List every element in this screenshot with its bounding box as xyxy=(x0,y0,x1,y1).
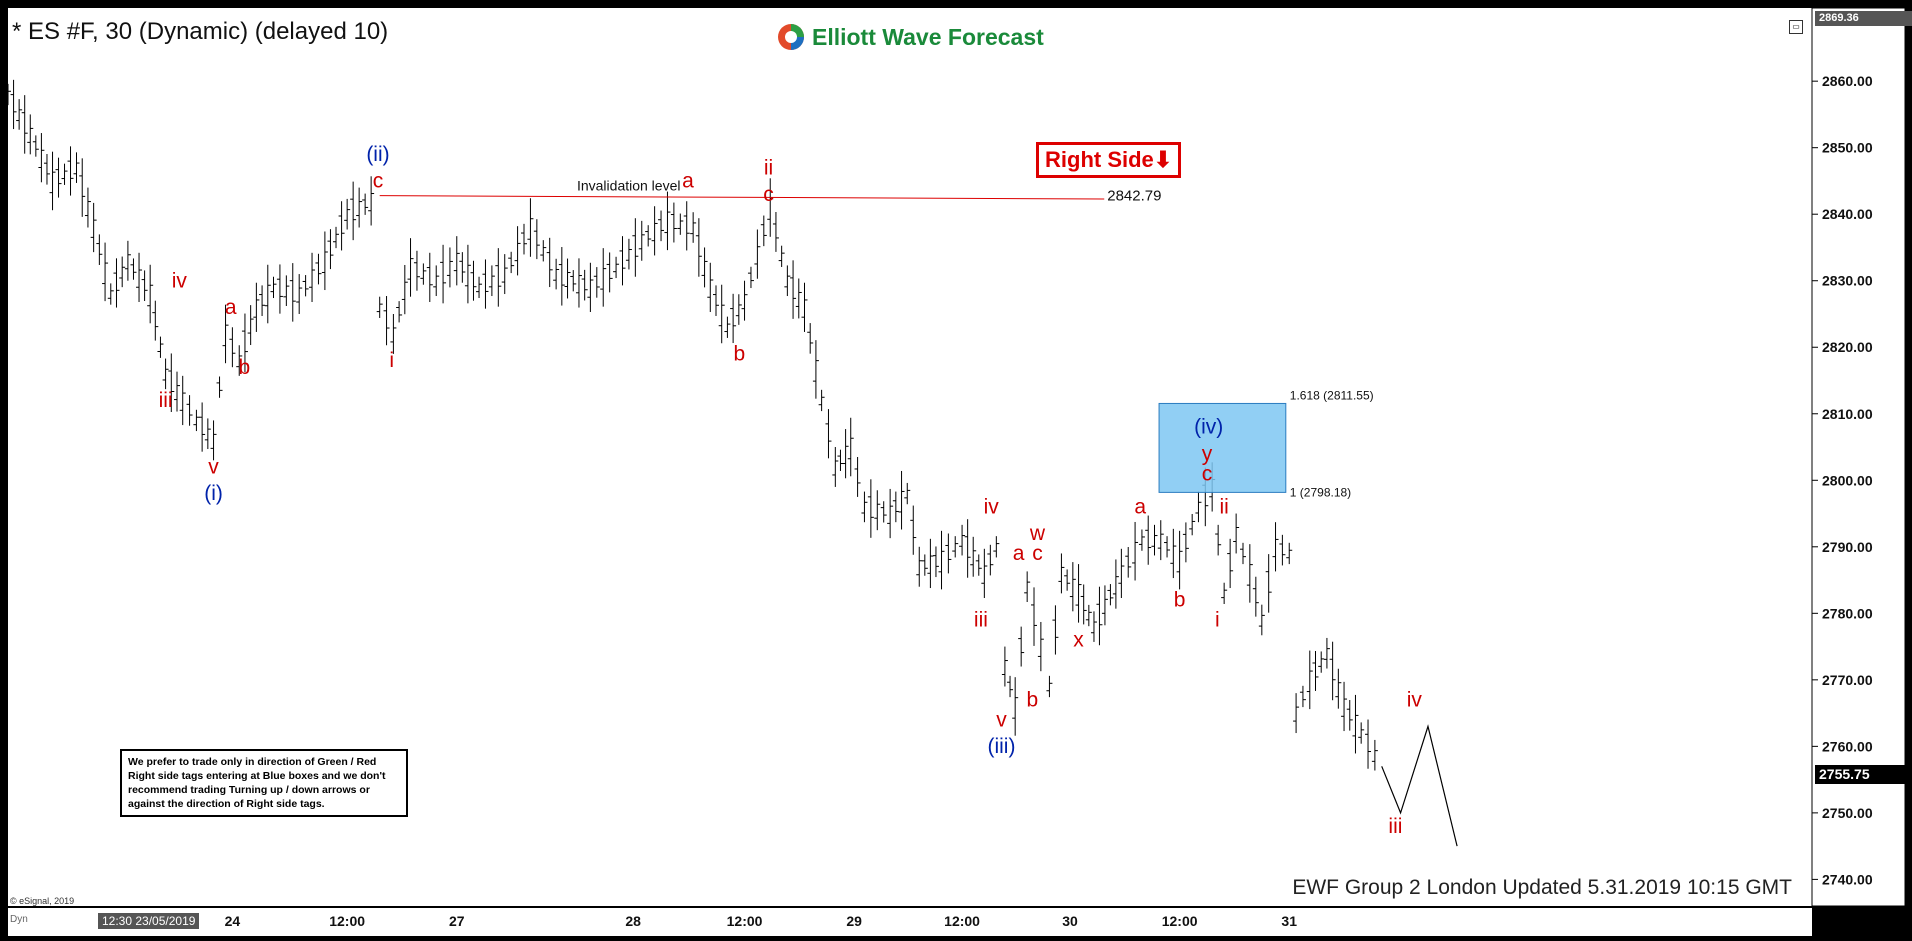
x-axis-bar xyxy=(8,908,1812,936)
wave-label: ii xyxy=(1219,496,1228,519)
y-axis-area xyxy=(1811,7,1906,907)
wave-label: a xyxy=(682,170,694,193)
wave-label: x xyxy=(1073,629,1084,652)
wave-label: (i) xyxy=(204,482,223,505)
y-tick-label: 2740.00 xyxy=(1822,871,1873,887)
fib-low-label: 1 (2798.18) xyxy=(1290,485,1351,499)
wave-label: b xyxy=(1174,589,1186,612)
logo-text: Elliott Wave Forecast xyxy=(812,23,1044,50)
wave-label: c xyxy=(763,183,774,206)
x-tick-label: 30 xyxy=(1062,913,1078,929)
x-tick-label: 12:00 xyxy=(944,913,980,929)
chart-title: * ES #F, 30 (Dynamic) (delayed 10) xyxy=(12,18,389,45)
right-side-tag: Right Side⬇ xyxy=(1036,142,1182,178)
updated-label: EWF Group 2 London Updated 5.31.2019 10:… xyxy=(1292,876,1792,899)
wave-label: iii xyxy=(1388,815,1402,838)
wave-label: (ii) xyxy=(366,143,389,166)
y-tick-label: 2800.00 xyxy=(1822,472,1873,488)
fib-high-label: 1.618 (2811.55) xyxy=(1290,388,1374,402)
wave-label: iii xyxy=(974,609,988,632)
y-tick-label: 2810.00 xyxy=(1822,406,1873,422)
invalidation-label: Invalidation level xyxy=(577,178,681,194)
wave-label: i xyxy=(389,349,394,372)
wave-label: v xyxy=(208,456,219,479)
y-tick-label: 2850.00 xyxy=(1822,140,1873,156)
wave-label: ii xyxy=(764,156,773,179)
x-tick-label: 12:00 xyxy=(1161,913,1198,929)
x-tick-label: 29 xyxy=(846,913,862,929)
wave-label: a xyxy=(225,296,237,319)
y-tick-label: 2770.00 xyxy=(1822,672,1873,688)
wave-label: i xyxy=(1215,609,1220,632)
logo-icon xyxy=(778,24,804,50)
logo: Elliott Wave Forecast xyxy=(776,22,1044,52)
wave-label: (iii) xyxy=(987,735,1015,758)
x-tick-label: 12:00 xyxy=(329,913,366,929)
wave-label: b xyxy=(1026,688,1038,711)
wave-label: a xyxy=(1013,542,1025,565)
y-tick-label: 2840.00 xyxy=(1822,206,1873,222)
x-tick-label: 24 xyxy=(224,913,241,929)
y-tick-label: 2820.00 xyxy=(1822,339,1873,355)
x-tick-label: 31 xyxy=(1281,913,1298,929)
x-tick-label: 27 xyxy=(448,913,465,929)
y-tick-label: 2780.00 xyxy=(1822,605,1873,621)
wave-label: y xyxy=(1202,442,1213,465)
dyn-label: Dyn xyxy=(10,914,28,925)
wave-label: (iv) xyxy=(1194,416,1223,439)
invalidation-value: 2842.79 xyxy=(1107,188,1161,205)
wave-label: c xyxy=(373,170,384,193)
wave-label: c xyxy=(1032,542,1043,565)
wave-label: a xyxy=(1134,496,1146,519)
projection-path xyxy=(1381,724,1458,847)
y-tick-label: 2830.00 xyxy=(1822,273,1873,289)
wave-label: c xyxy=(1202,462,1213,485)
target-box xyxy=(1158,402,1287,493)
last-price-label: 2755.75 xyxy=(1815,764,1912,784)
wave-label: w xyxy=(1029,522,1046,545)
copyright-label: © eSignal, 2019 xyxy=(10,896,75,906)
x-cursor-label: 12:30 23/05/2019 xyxy=(98,913,200,929)
wave-label: iv xyxy=(1407,688,1423,711)
wave-label: b xyxy=(734,343,746,366)
trading-note: We prefer to trade only in direction of … xyxy=(120,749,408,817)
y-tick-label: 2750.00 xyxy=(1822,805,1873,821)
wave-label: iv xyxy=(172,269,188,292)
wave-label: iv xyxy=(984,496,1000,519)
wave-label: b xyxy=(239,356,251,379)
x-tick-label: 28 xyxy=(625,913,641,929)
wave-label: iii xyxy=(159,389,173,412)
top-price-label: 2869.36 xyxy=(1815,11,1912,26)
y-tick-label: 2860.00 xyxy=(1822,73,1873,89)
invalidation-line xyxy=(379,195,1105,200)
wave-label: v xyxy=(996,708,1007,731)
y-tick-label: 2790.00 xyxy=(1822,539,1873,555)
y-tick-label: 2760.00 xyxy=(1822,738,1873,754)
window-restore-icon[interactable]: ▭ xyxy=(1789,20,1803,34)
x-tick-label: 12:00 xyxy=(726,913,763,929)
